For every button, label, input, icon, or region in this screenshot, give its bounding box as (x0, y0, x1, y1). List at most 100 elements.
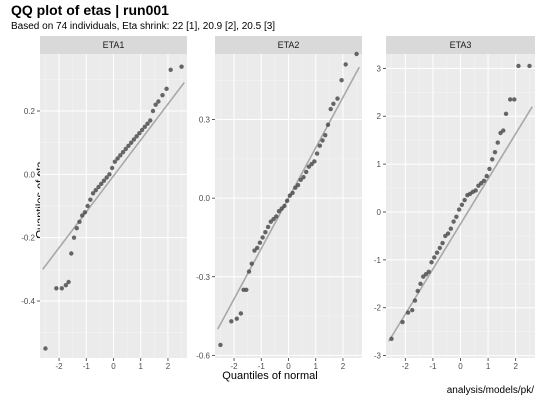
data-point (137, 130, 142, 136)
y-tick-label: -1 (374, 256, 382, 265)
data-point (120, 149, 126, 155)
data-point (118, 153, 123, 158)
facet-strip-label: ETA2 (278, 40, 300, 50)
x-tick-label: -2 (402, 362, 410, 371)
data-point (429, 260, 434, 265)
data-point (77, 219, 82, 225)
data-point (490, 157, 495, 162)
data-point (79, 213, 85, 218)
x-tick-label: 0 (111, 362, 116, 371)
data-point (145, 121, 150, 126)
data-point (287, 193, 293, 198)
facet-eta2: ETA2 -2 -1 0 1 2 -0.6 -0.3 0.0 0.3 (196, 36, 362, 371)
data-point (527, 63, 532, 69)
data-point (71, 235, 77, 240)
data-point (238, 311, 244, 316)
data-point (412, 298, 418, 303)
data-point (160, 92, 165, 98)
data-point (290, 190, 295, 196)
data-point (109, 165, 115, 171)
data-point (104, 175, 109, 180)
data-point (82, 210, 88, 215)
data-point (495, 140, 500, 145)
data-point (96, 184, 101, 190)
data-point (317, 143, 323, 148)
data-point (107, 172, 112, 177)
data-point (260, 235, 265, 240)
data-point (257, 240, 263, 245)
data-point (263, 230, 268, 235)
data-point (90, 191, 96, 196)
data-point (309, 161, 314, 167)
chart-title: QQ plot of etas | run001 (11, 2, 169, 18)
data-point (279, 206, 284, 211)
data-point (331, 101, 336, 106)
data-point (123, 146, 128, 152)
data-point (128, 140, 134, 145)
data-point (445, 231, 451, 236)
x-axis-label: Quantiles of normal (222, 370, 318, 382)
data-point (314, 151, 320, 156)
y-tick-label: 2 (377, 112, 382, 121)
x-tick-label: 2 (341, 362, 346, 371)
y-tick-label: -3 (374, 352, 382, 361)
data-point (323, 133, 328, 138)
data-point (434, 250, 440, 255)
data-point (328, 106, 333, 112)
x-tick-label: -2 (55, 362, 63, 371)
y-tick-label: -0.6 (196, 351, 210, 360)
data-point (252, 248, 257, 253)
data-point (148, 118, 153, 123)
y-tick-label: -0.3 (196, 273, 210, 282)
data-point (312, 159, 317, 164)
data-point (268, 219, 274, 224)
data-point (487, 166, 492, 172)
y-tick-label: -2 (374, 304, 382, 313)
data-point (179, 64, 184, 69)
x-tick-label: 0 (458, 362, 463, 371)
data-point (234, 316, 239, 321)
data-point (320, 138, 325, 143)
data-point (63, 282, 69, 288)
data-point (254, 245, 260, 251)
x-tick-label: 1 (486, 362, 491, 371)
data-point (339, 78, 344, 83)
data-point (492, 149, 498, 155)
data-point (418, 281, 423, 286)
facet-strip (40, 36, 187, 54)
data-point (54, 286, 59, 291)
data-point (459, 202, 465, 208)
facet-strip (386, 36, 535, 54)
data-point (448, 226, 454, 231)
data-point (454, 214, 459, 219)
x-tick-label: 2 (513, 362, 518, 371)
data-point (218, 342, 223, 348)
x-tick-label: 0 (286, 362, 291, 371)
data-point (274, 214, 279, 219)
reference-line (388, 106, 533, 342)
data-point (301, 174, 306, 180)
data-point (59, 286, 64, 291)
y-tick-label: 0.2 (24, 107, 36, 116)
chart-subtitle: Based on 74 individuals, Eta shrink: 22 … (11, 21, 276, 32)
facet-strip-label: ETA3 (450, 40, 472, 50)
x-tick-label: 2 (166, 362, 171, 371)
data-point (303, 169, 309, 175)
data-point (153, 102, 158, 107)
data-point (473, 188, 478, 193)
data-point (112, 159, 118, 164)
data-point (115, 156, 120, 161)
data-point (74, 225, 79, 231)
data-point (131, 137, 137, 142)
data-point (265, 224, 271, 230)
facet-strip-label: ETA1 (103, 40, 125, 50)
data-point (276, 209, 282, 214)
data-point (432, 255, 437, 260)
data-point (343, 62, 348, 67)
data-point (164, 86, 169, 92)
data-point (93, 187, 99, 193)
data-point (354, 51, 359, 57)
data-point (451, 219, 456, 224)
x-tick-label: -2 (230, 362, 238, 371)
